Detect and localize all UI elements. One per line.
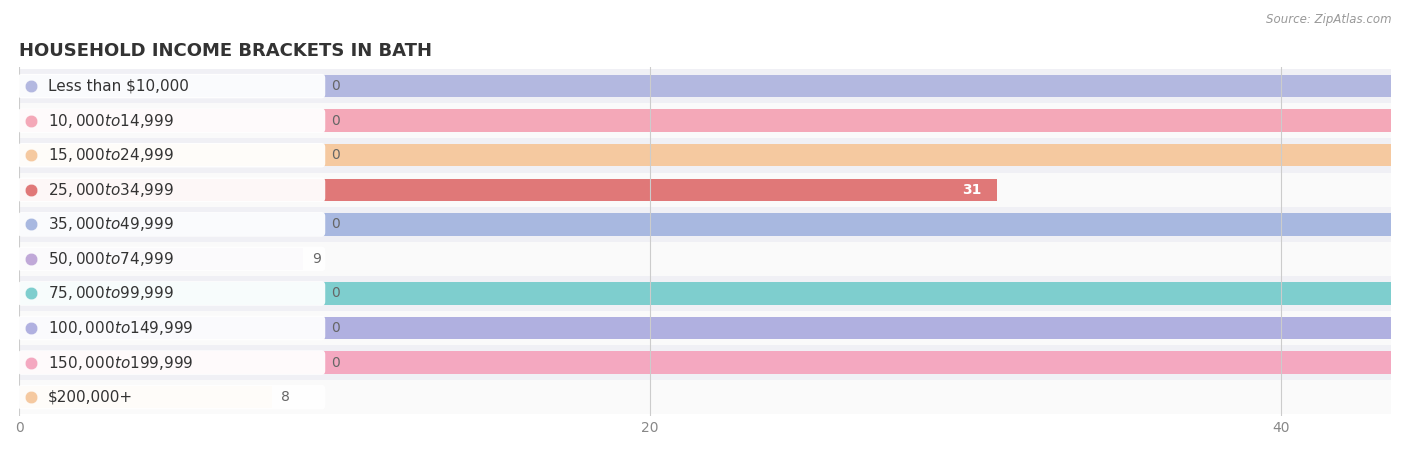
Bar [20,138,1391,172]
Text: 0: 0 [332,217,340,231]
Text: 0: 0 [332,321,340,335]
Bar [20,351,1391,374]
Text: 31: 31 [962,183,981,197]
Bar [20,248,304,270]
Text: 8: 8 [281,390,290,404]
Text: 0: 0 [332,114,340,128]
Bar [20,311,1391,345]
FancyBboxPatch shape [18,351,325,375]
Text: 0: 0 [332,79,340,93]
Bar [20,104,1391,138]
Bar [20,144,1391,166]
Text: Less than $10,000: Less than $10,000 [48,79,188,94]
FancyBboxPatch shape [18,108,325,133]
Text: 0: 0 [332,356,340,369]
Text: $150,000 to $199,999: $150,000 to $199,999 [48,354,193,372]
FancyBboxPatch shape [18,212,325,237]
Text: $200,000+: $200,000+ [48,390,134,405]
Bar [20,207,1391,242]
Text: 0: 0 [332,287,340,301]
Text: HOUSEHOLD INCOME BRACKETS IN BATH: HOUSEHOLD INCOME BRACKETS IN BATH [20,42,433,60]
Text: $10,000 to $14,999: $10,000 to $14,999 [48,112,174,130]
FancyBboxPatch shape [18,247,325,271]
Bar [20,345,1391,380]
FancyBboxPatch shape [18,385,325,410]
Bar [20,386,271,408]
Text: $75,000 to $99,999: $75,000 to $99,999 [48,284,174,302]
FancyBboxPatch shape [18,74,325,99]
Text: $50,000 to $74,999: $50,000 to $74,999 [48,250,174,268]
Bar [20,242,1391,276]
Bar [20,172,1391,207]
Bar [20,317,1391,339]
Bar [20,213,1391,236]
Text: $25,000 to $34,999: $25,000 to $34,999 [48,181,174,199]
Text: 0: 0 [332,148,340,162]
Text: $100,000 to $149,999: $100,000 to $149,999 [48,319,193,337]
Text: $35,000 to $49,999: $35,000 to $49,999 [48,216,174,234]
FancyBboxPatch shape [18,281,325,306]
FancyBboxPatch shape [18,316,325,340]
Bar [20,380,1391,414]
Bar [20,179,997,201]
Text: $15,000 to $24,999: $15,000 to $24,999 [48,146,174,164]
Bar [20,69,1391,104]
FancyBboxPatch shape [18,178,325,202]
Text: Source: ZipAtlas.com: Source: ZipAtlas.com [1267,14,1392,27]
Bar [20,109,1391,132]
FancyBboxPatch shape [18,143,325,167]
Bar [20,282,1391,305]
Bar [20,75,1391,97]
Text: 9: 9 [312,252,322,266]
Bar [20,276,1391,311]
